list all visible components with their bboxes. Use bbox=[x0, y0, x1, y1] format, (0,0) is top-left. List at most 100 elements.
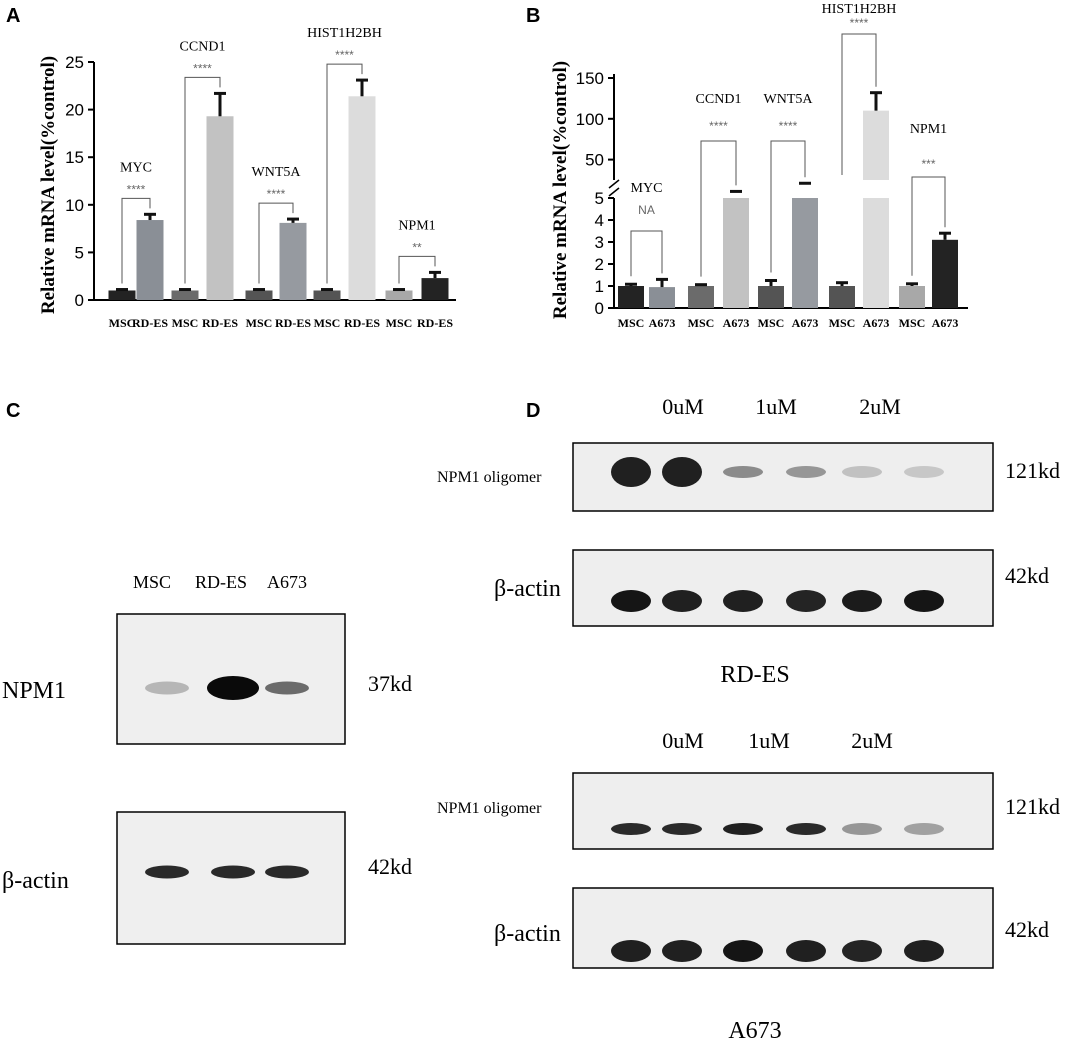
x-tick-label-b: A673 bbox=[723, 316, 750, 330]
gene-label-a: HIST1H2BH bbox=[307, 26, 382, 41]
x-tick-label-b: MSC bbox=[618, 316, 645, 330]
significance-bracket-a bbox=[326, 63, 363, 284]
x-tick-label-b: MSC bbox=[899, 316, 926, 330]
blot-c: MSC RD-ES A673 NPM1 37kd β-actin 42kd bbox=[2, 572, 412, 945]
blot-row-label-d: NPM1 oligomer bbox=[437, 469, 542, 486]
significance-bracket-a bbox=[258, 202, 294, 284]
band-d bbox=[611, 823, 651, 835]
lane-label-c: MSC bbox=[133, 572, 171, 592]
x-tick-label-a: MSC bbox=[172, 316, 199, 330]
bar-a-5 bbox=[279, 222, 307, 300]
significance-bracket-b bbox=[911, 176, 946, 276]
x-tick-label-a: RD-ES bbox=[344, 316, 380, 330]
gene-label-a: MYC bbox=[120, 160, 152, 175]
x-tick-label-a: MSC bbox=[314, 316, 341, 330]
x-tick-label-b: A673 bbox=[932, 316, 959, 330]
blot-frame-d bbox=[572, 549, 994, 627]
band-d bbox=[904, 940, 944, 962]
significance-marker-a: **** bbox=[267, 187, 286, 201]
gene-label-b: NPM1 bbox=[910, 122, 947, 137]
band-d bbox=[786, 590, 826, 612]
x-tick-label-a: MSC bbox=[246, 316, 273, 330]
cell-line-label-d: RD-ES bbox=[720, 662, 789, 688]
bar-b-6 bbox=[829, 286, 855, 308]
blot-size-label-c: 42kd bbox=[368, 854, 412, 879]
x-tick-label-a: RD-ES bbox=[275, 316, 311, 330]
x-tick-label-a: MSC bbox=[386, 316, 413, 330]
blot-size-label-d: 121kd bbox=[1005, 458, 1060, 483]
x-tick-label-b: A673 bbox=[792, 316, 819, 330]
band-d bbox=[662, 590, 702, 612]
band-d bbox=[611, 457, 651, 487]
y-tick-label-a: 25 bbox=[65, 53, 84, 72]
bar-a-4 bbox=[245, 290, 273, 300]
gene-label-a: CCND1 bbox=[180, 39, 226, 54]
y-tick-label-a: 5 bbox=[75, 243, 84, 262]
panel-label-a: A bbox=[6, 5, 20, 27]
x-tick-label-a: RD-ES bbox=[132, 316, 168, 330]
significance-marker-b: **** bbox=[779, 119, 798, 133]
x-tick-label-b: MSC bbox=[758, 316, 785, 330]
band-d bbox=[723, 940, 763, 962]
bar-b-2 bbox=[688, 286, 714, 308]
band-c bbox=[265, 681, 309, 695]
x-tick-label-a: RD-ES bbox=[417, 316, 453, 330]
blot-size-label-d: 121kd bbox=[1005, 794, 1060, 819]
y-tick-label-a: 15 bbox=[65, 148, 84, 167]
significance-marker-a: **** bbox=[127, 182, 146, 196]
bar-a-1 bbox=[136, 220, 164, 300]
y-tick-label-b: 1 bbox=[595, 277, 604, 296]
blot-size-label-c: 37kd bbox=[368, 671, 412, 696]
y-tick-label-b: 2 bbox=[595, 255, 604, 274]
x-tick-label-a: MSC bbox=[109, 316, 136, 330]
band-d bbox=[611, 590, 651, 612]
significance-marker-a: **** bbox=[193, 61, 212, 75]
band-d bbox=[723, 466, 763, 478]
gene-label-a: NPM1 bbox=[398, 218, 435, 233]
bar-a-2 bbox=[171, 290, 199, 300]
band-d bbox=[904, 823, 944, 835]
significance-bracket-b bbox=[770, 140, 806, 273]
dose-label-d: 1uM bbox=[755, 394, 797, 419]
band-d bbox=[842, 940, 882, 962]
blot-row-label-d: β-actin bbox=[494, 576, 561, 602]
significance-bracket-a bbox=[184, 76, 221, 284]
x-tick-label-b: A673 bbox=[649, 316, 676, 330]
dose-label-d: 2uM bbox=[851, 728, 893, 753]
bar-b-5 bbox=[792, 198, 818, 308]
band-d bbox=[723, 823, 763, 835]
bar-b-7 bbox=[863, 198, 889, 308]
band-d bbox=[904, 590, 944, 612]
cell-line-label-d: A673 bbox=[728, 1018, 781, 1044]
band-d bbox=[662, 823, 702, 835]
y-tick-label-a: 20 bbox=[65, 101, 84, 120]
blot-row-label-d: NPM1 oligomer bbox=[437, 800, 542, 817]
dose-label-d: 2uM bbox=[859, 394, 901, 419]
bar-b-7 bbox=[863, 110, 889, 180]
bar-b-9 bbox=[932, 239, 958, 308]
gene-label-b: HIST1H2BH bbox=[822, 2, 897, 17]
gene-label-a: WNT5A bbox=[252, 165, 302, 180]
bar-b-3 bbox=[723, 198, 749, 308]
significance-marker-b: NA bbox=[638, 203, 655, 217]
band-c bbox=[145, 865, 189, 879]
significance-bracket-a bbox=[398, 255, 436, 284]
axis-break-mark-b bbox=[608, 187, 620, 197]
y-tick-label-b: 150 bbox=[576, 69, 604, 88]
panel-label-c: C bbox=[6, 400, 20, 422]
x-tick-label-b: A673 bbox=[863, 316, 890, 330]
significance-marker-b: **** bbox=[709, 119, 728, 133]
band-d bbox=[786, 466, 826, 478]
bar-b-0 bbox=[618, 286, 644, 308]
significance-bracket-a bbox=[121, 197, 151, 284]
band-c bbox=[211, 865, 255, 879]
band-d bbox=[842, 590, 882, 612]
panel-label-b: B bbox=[526, 5, 540, 27]
dose-label-d: 0uM bbox=[662, 394, 704, 419]
bar-a-9 bbox=[421, 278, 449, 300]
y-axis-title-b: Relative mRNA level(%control) bbox=[550, 61, 571, 319]
y-tick-label-b: 5 bbox=[595, 189, 604, 208]
y-tick-label-b: 4 bbox=[595, 211, 604, 230]
bar-a-3 bbox=[206, 116, 234, 300]
significance-bracket-b bbox=[700, 140, 737, 277]
